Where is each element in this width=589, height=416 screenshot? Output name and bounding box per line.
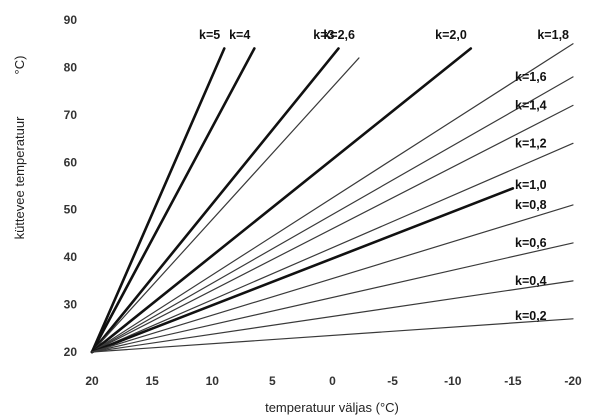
curve-label: k=4 [229,28,250,42]
x-tick-label: 20 [85,374,99,388]
curve-label: k=0,4 [515,274,547,288]
curve-label: k=1,8 [537,28,569,42]
x-tick-label: -20 [564,374,582,388]
x-tick-label: 0 [329,374,336,388]
curve-label: k=1,4 [515,98,547,112]
curve-k-0-8 [91,204,574,353]
curve-k-0-6 [91,242,574,353]
curve-label: k=1,2 [515,136,547,150]
curve-label: k=2,0 [435,28,467,42]
y-axis-title: küttevee temperatuur [12,116,27,240]
curve-k-2-0 [90,47,473,354]
y-tick-label: 60 [64,155,78,169]
curve-k-1-8 [91,43,574,353]
y-tick-label: 20 [64,345,78,359]
curve-label: k=0,8 [515,198,547,212]
y-axis-unit: °C) [12,56,27,75]
heating-curves [90,43,574,354]
x-tick-label: -10 [444,374,462,388]
x-tick-label: 10 [206,374,220,388]
curve-label: k=1,6 [515,70,547,84]
curve-label: k=1,0 [515,178,547,192]
y-tick-label: 90 [64,13,78,27]
curve-label: k=3 [313,28,334,42]
curve-k-5 [90,47,226,354]
curve-k-1-4 [91,104,574,353]
y-tick-label: 80 [64,60,78,74]
curve-k-2-6 [91,57,360,353]
y-tick-label: 50 [64,203,78,217]
y-tick-label: 70 [64,108,78,122]
x-tick-label: -5 [387,374,398,388]
curve-labels: k=5 k=4 k=3k=2,6 k=2,0 k=1,8 k=1,6 k=1,4 k=1,2 k… [199,28,569,323]
curve-label: k=2,6 [323,28,355,42]
x-tick-label: 5 [269,374,276,388]
y-tick-label: 40 [64,250,78,264]
curve-k-0-2 [91,318,574,353]
curve-label: k=0,6 [515,236,547,250]
x-tick-label: -15 [504,374,522,388]
y-tick-label: 30 [64,298,78,312]
curve-k-1-2 [91,142,574,353]
curve-k-0-4 [91,280,574,353]
x-axis-title: temperatuur väljas (°C) [265,400,399,415]
curve-k-1-0 [90,187,515,354]
curve-label: k=0,2 [515,309,547,323]
curve-k-1-6 [91,76,574,353]
curve-label: k=5 [199,28,220,42]
curve-k-3 [90,47,340,354]
curve-k-4 [90,47,256,354]
x-tick-label: 15 [145,374,159,388]
